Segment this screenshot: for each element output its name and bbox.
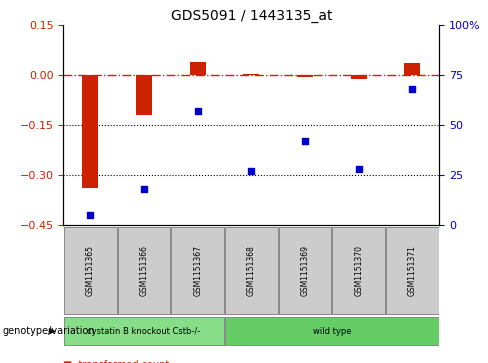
Bar: [297, 75, 313, 77]
Point: [301, 138, 309, 144]
Text: GSM1151368: GSM1151368: [247, 245, 256, 296]
Bar: [404, 63, 421, 75]
Bar: [332, 227, 385, 314]
Text: GSM1151366: GSM1151366: [140, 245, 148, 296]
Bar: [64, 227, 117, 314]
Bar: [279, 227, 331, 314]
Point: [355, 166, 363, 172]
Bar: [64, 317, 224, 345]
Bar: [386, 227, 439, 314]
Bar: [136, 75, 152, 115]
Bar: [118, 227, 170, 314]
Bar: [189, 62, 206, 75]
Point: [408, 86, 416, 92]
Text: GSM1151367: GSM1151367: [193, 245, 202, 296]
Bar: [225, 317, 439, 345]
Bar: [225, 227, 278, 314]
Point: [194, 108, 202, 114]
Text: GSM1151371: GSM1151371: [408, 245, 417, 296]
Bar: [171, 227, 224, 314]
Text: ■  transformed count: ■ transformed count: [63, 360, 170, 363]
Text: GSM1151369: GSM1151369: [301, 245, 309, 296]
Point: [140, 186, 148, 192]
Text: cystatin B knockout Cstb-/-: cystatin B knockout Cstb-/-: [87, 327, 201, 336]
Text: genotype/variation: genotype/variation: [2, 326, 95, 336]
Bar: [350, 75, 366, 79]
Bar: [243, 74, 260, 75]
Text: GSM1151365: GSM1151365: [86, 245, 95, 296]
Text: GSM1151370: GSM1151370: [354, 245, 363, 296]
Point: [86, 212, 94, 218]
Point: [247, 168, 255, 174]
Title: GDS5091 / 1443135_at: GDS5091 / 1443135_at: [171, 9, 332, 23]
Bar: [82, 75, 99, 188]
Text: wild type: wild type: [313, 327, 351, 336]
